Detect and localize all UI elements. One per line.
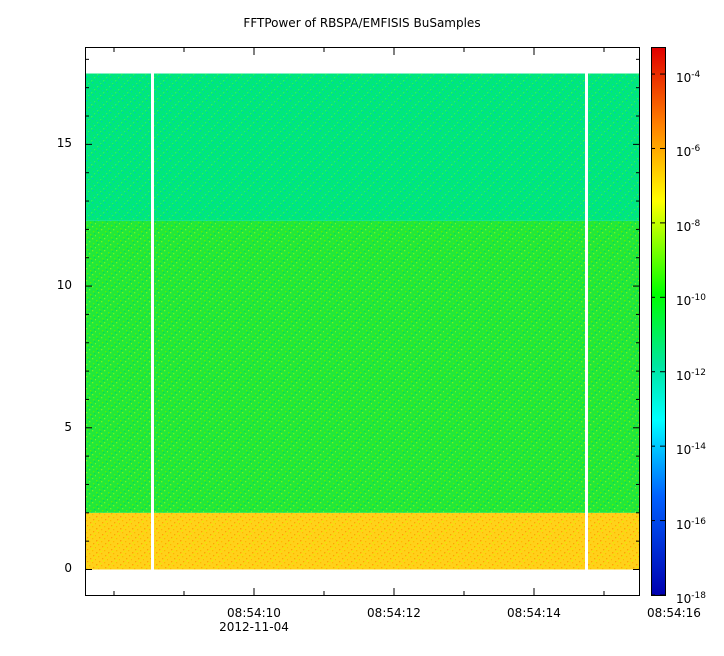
colorbar-tick-label: 10-10 <box>676 293 706 309</box>
data-gap <box>151 73 154 570</box>
x-tick-label: 08:54:14 <box>507 606 561 620</box>
colorbar-tick-label: 10-12 <box>676 367 706 383</box>
spectrogram-band <box>86 220 639 513</box>
spectrogram-band <box>86 73 639 221</box>
y-tick-label: 0 <box>64 561 72 576</box>
x-tick-label: 08:54:10 <box>227 606 281 620</box>
colorbar-tick-label: 10-4 <box>676 70 701 86</box>
y-tick-label: 5 <box>64 419 72 434</box>
y-tick-label: 15 <box>56 136 72 151</box>
colorbar-tick-label: 10-6 <box>676 144 701 160</box>
x-date-label: 2012-11-04 <box>219 620 289 634</box>
x-tick-label: 08:54:16 <box>647 606 701 620</box>
colorbar-tick-label: 10-18 <box>676 591 706 606</box>
data-gap <box>585 73 588 570</box>
colorbar-tick-label: 10-14 <box>676 442 706 458</box>
colorbar-tick-label: 10-16 <box>676 516 706 532</box>
colorbar <box>651 47 666 596</box>
y-tick-label: 10 <box>56 278 72 293</box>
x-tick-label: 08:54:12 <box>367 606 421 620</box>
colorbar-tick-label: 10-8 <box>676 218 701 234</box>
chart-title: FFTPower of RBSPA/EMFISIS BuSamples <box>243 16 481 30</box>
spectrogram-band <box>86 512 639 570</box>
